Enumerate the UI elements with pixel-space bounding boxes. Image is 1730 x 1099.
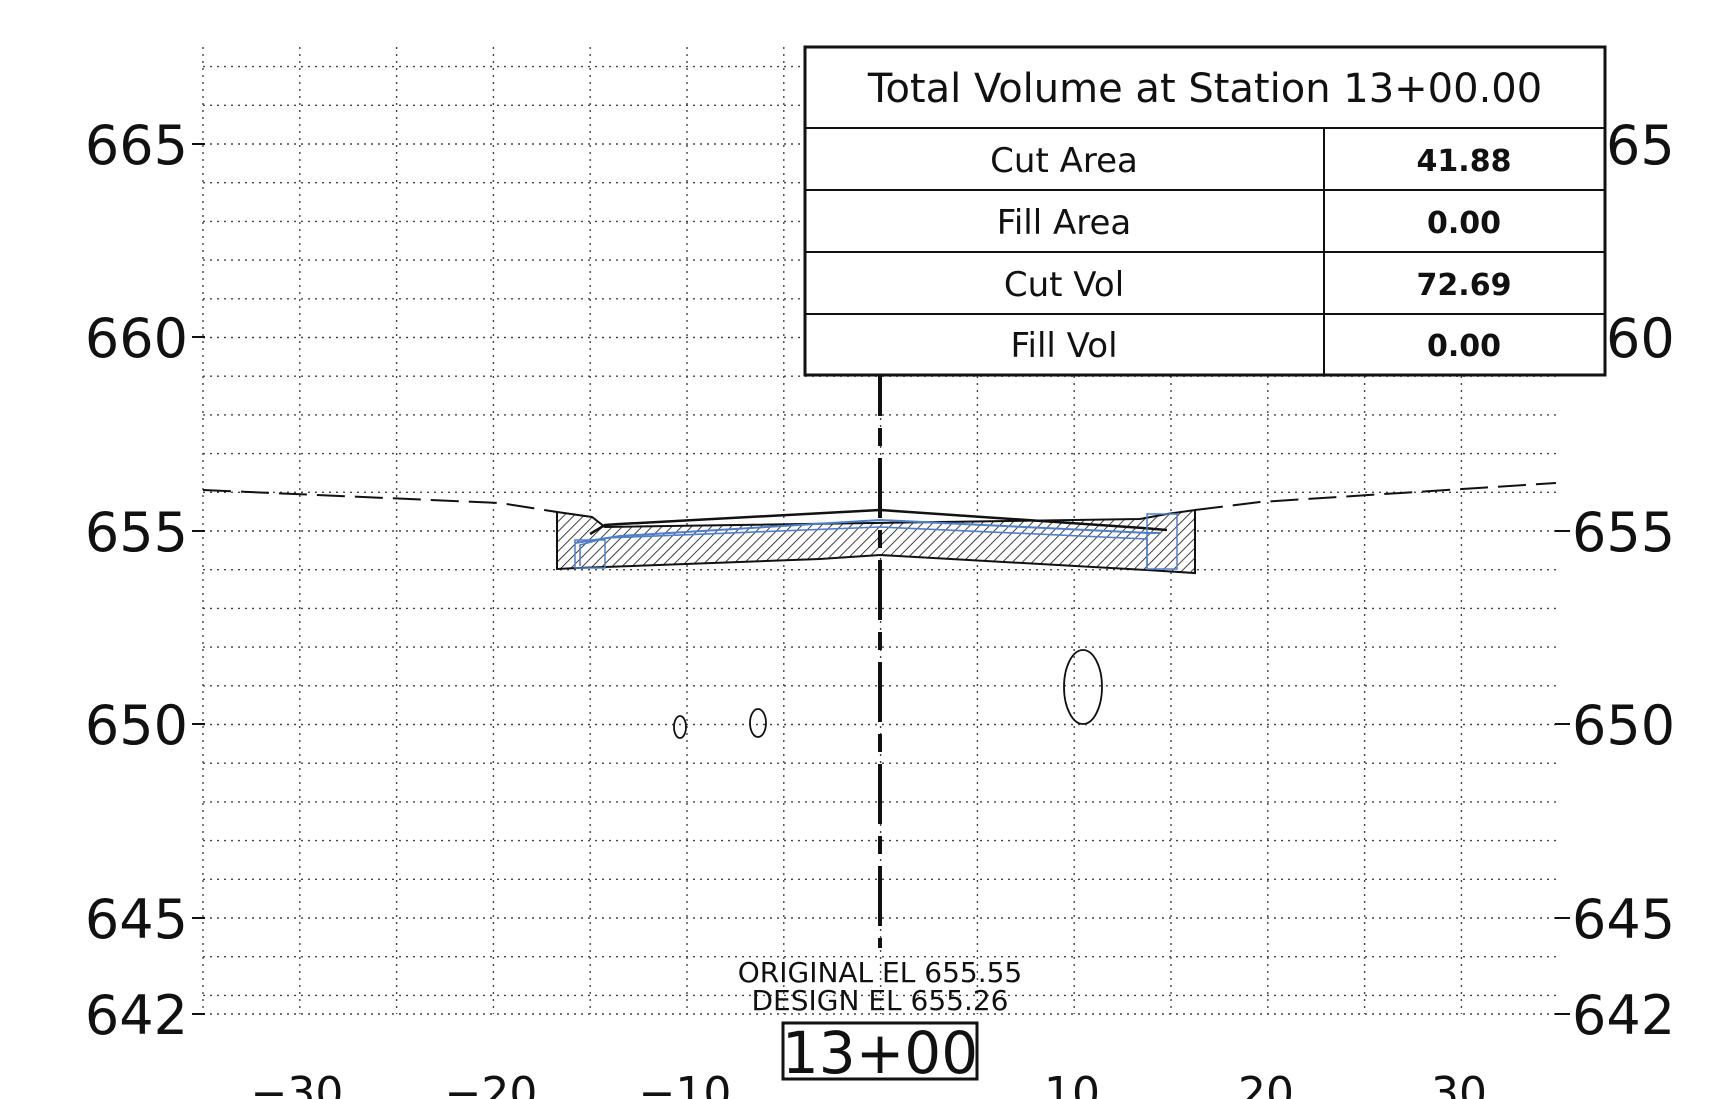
cut-area-label: Cut Area bbox=[990, 141, 1138, 181]
y-tick-label: 642 bbox=[85, 984, 188, 1047]
curb-left bbox=[574, 539, 606, 569]
x-tick-label: 10 bbox=[1044, 1068, 1100, 1099]
volume-table-title: Total Volume at Station 13+00.00 bbox=[867, 66, 1542, 112]
y-tick-label: 645 bbox=[85, 888, 188, 951]
cut-vol-label: Cut Vol bbox=[1004, 265, 1124, 305]
volume-table: Total Volume at Station 13+00.00 Cut Are… bbox=[803, 45, 1607, 377]
fill-area-value: 0.00 bbox=[1427, 206, 1501, 241]
x-tick-label: 30 bbox=[1431, 1068, 1487, 1099]
x-tick-label: −10 bbox=[639, 1068, 732, 1099]
y-tick-label-right: 655 bbox=[1572, 501, 1675, 564]
curb-right bbox=[1146, 513, 1178, 570]
x-tick-label: 20 bbox=[1238, 1068, 1294, 1099]
utility-ellipse bbox=[749, 708, 767, 738]
y-tick-label-right: 60 bbox=[1606, 307, 1675, 370]
y-tick-label: 655 bbox=[85, 501, 188, 564]
utility-ellipse bbox=[1063, 649, 1103, 725]
existing-ground-left bbox=[202, 489, 558, 513]
original-elevation-note: ORIGINAL EL 655.55 bbox=[738, 956, 1022, 989]
y-tick-label: 650 bbox=[85, 694, 188, 757]
x-tick-label: −20 bbox=[445, 1068, 538, 1099]
fill-vol-label: Fill Vol bbox=[1010, 326, 1117, 366]
existing-ground-right bbox=[1194, 482, 1557, 511]
cut-area-value: 41.88 bbox=[1417, 144, 1512, 179]
y-axis-left: 665 660 655 650 645 642 bbox=[85, 114, 205, 1047]
utility-ellipse bbox=[673, 715, 687, 739]
y-tick-label: 660 bbox=[85, 307, 188, 370]
y-tick-label-right: 645 bbox=[1572, 888, 1675, 951]
y-tick-label-right: 65 bbox=[1606, 114, 1675, 177]
fill-area-label: Fill Area bbox=[997, 203, 1131, 243]
design-elevation-note: DESIGN EL 655.26 bbox=[752, 984, 1009, 1017]
y-tick-label-right: 650 bbox=[1572, 694, 1675, 757]
fill-vol-value: 0.00 bbox=[1427, 329, 1501, 364]
x-tick-label: −30 bbox=[251, 1068, 344, 1099]
station-label-box bbox=[781, 1021, 979, 1081]
station-label: 13+00 bbox=[782, 1019, 978, 1087]
cut-vol-value: 72.69 bbox=[1417, 268, 1512, 303]
y-axis-right: 65 60 655 650 645 642 bbox=[1555, 114, 1675, 1047]
x-axis: −30 −20 −10 10 20 30 bbox=[251, 1068, 1487, 1099]
y-tick-label-right: 642 bbox=[1572, 984, 1675, 1047]
y-tick-label: 665 bbox=[85, 114, 188, 177]
